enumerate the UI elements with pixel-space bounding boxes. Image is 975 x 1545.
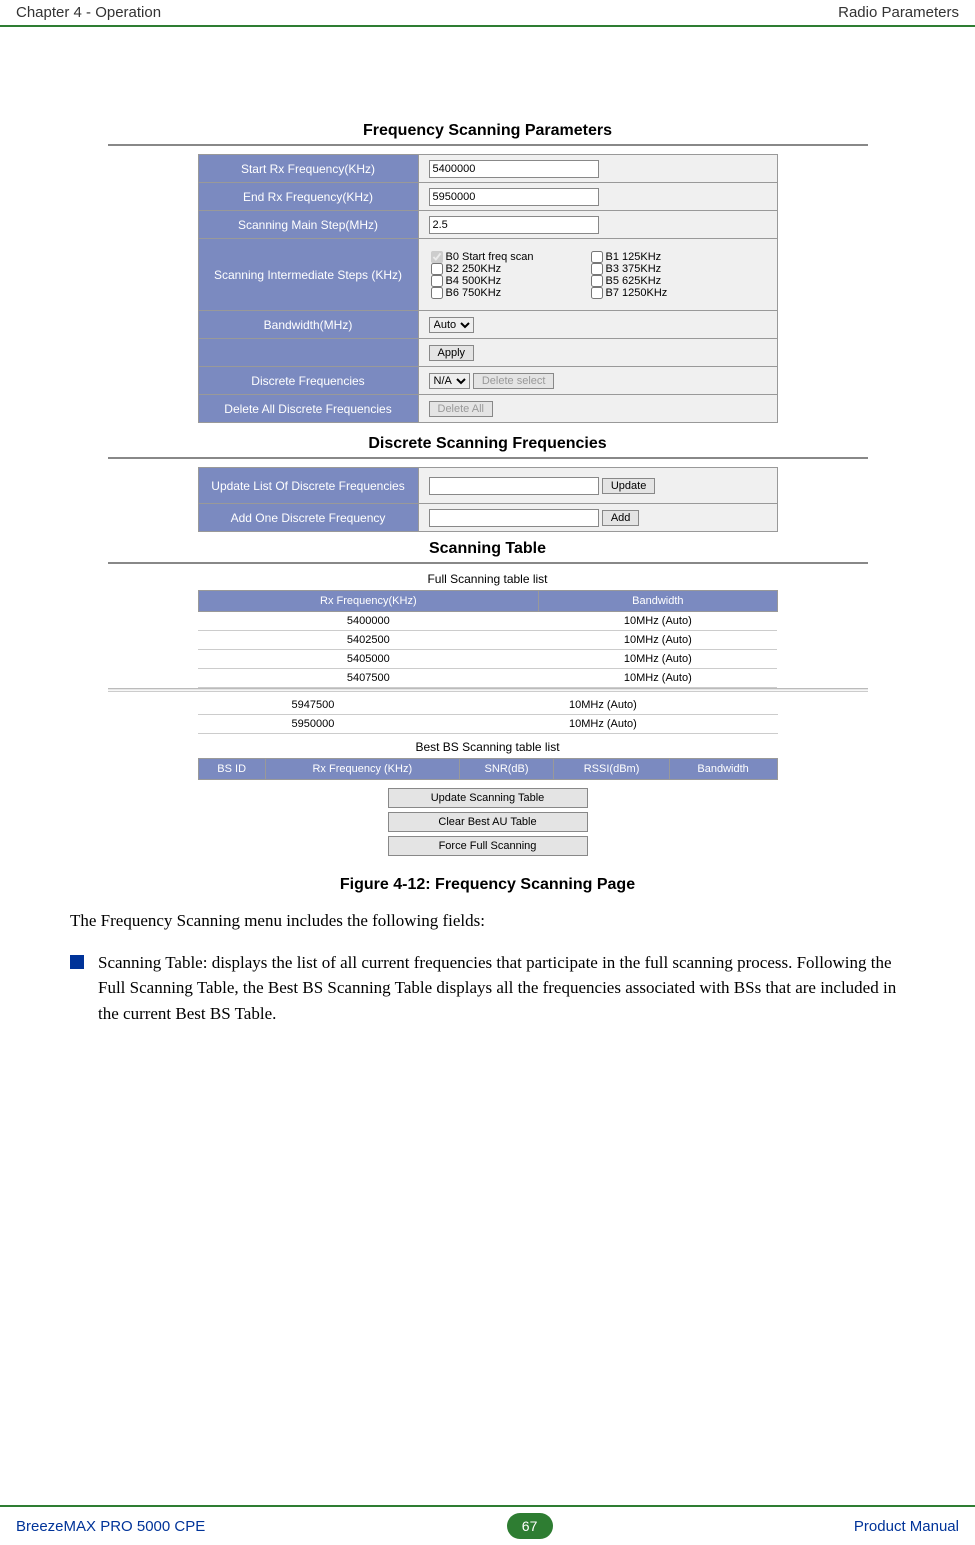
col-header: SNR(dB) [459,759,554,780]
checkbox-0[interactable]: B0 Start freq scan [431,251,591,263]
checkbox-6[interactable]: B6 750KHz [431,287,591,299]
delete-all-button[interactable] [429,401,493,417]
intro-paragraph: The Frequency Scanning menu includes the… [70,908,905,934]
checkbox-2[interactable]: B2 250KHz [431,263,591,275]
table-row: 540750010MHz (Auto) [198,669,777,688]
checkbox-4[interactable]: B4 500KHz [431,275,591,287]
page-number: 67 [507,1513,553,1539]
full-scan-caption: Full Scanning table list [108,572,868,586]
col-header: Rx Frequency (KHz) [265,759,459,780]
divider [108,144,868,146]
figure-caption: Figure 4-12: Frequency Scanning Page [0,876,975,894]
action-buttons [108,786,868,858]
label-start-rx: Start Rx Frequency(KHz) [198,155,418,183]
update-button[interactable] [602,478,655,494]
scroll-divider [108,688,868,692]
full-scan-table-cont: 594750010MHz (Auto)595000010MHz (Auto) [198,696,778,734]
input-main-step[interactable] [429,216,599,234]
input-start-rx[interactable] [429,160,599,178]
int-steps-checkbox-grid: B0 Start freq scan B1 125KHz B2 250KHz B… [429,247,777,303]
select-discrete[interactable]: N/A [429,373,470,389]
col-header: Bandwidth [669,759,777,780]
section-title-freq-params: Frequency Scanning Parameters [108,122,868,140]
force-full-scan-button[interactable] [388,836,588,856]
footer-right: Product Manual [854,1518,959,1535]
add-button[interactable] [602,510,640,526]
header-left: Chapter 4 - Operation [16,4,161,21]
apply-button[interactable] [429,345,475,361]
full-scan-table: Rx Frequency(KHz)Bandwidth 540000010MHz … [198,590,778,688]
input-update-list[interactable] [429,477,599,495]
page-footer: BreezeMAX PRO 5000 CPE 67 Product Manual [0,1505,975,1545]
delete-select-button[interactable] [473,373,555,389]
table-row: 594750010MHz (Auto) [198,696,778,715]
table-row: 595000010MHz (Auto) [198,715,778,734]
select-bandwidth[interactable]: Auto [429,317,474,333]
bullet-marker-icon [70,955,84,969]
label-bandwidth: Bandwidth(MHz) [198,311,418,339]
section-title-scan-table: Scanning Table [108,540,868,558]
embedded-screenshot: Frequency Scanning Parameters Start Rx F… [108,122,868,858]
section-title-discrete: Discrete Scanning Frequencies [108,435,868,453]
table-row: 540500010MHz (Auto) [198,650,777,669]
table-row: 540250010MHz (Auto) [198,631,777,650]
spacer-cell [198,339,418,367]
label-add-one: Add One Discrete Frequency [198,504,418,532]
bullet-item: Scanning Table: displays the list of all… [70,950,905,1027]
checkbox-7[interactable]: B7 1250KHz [591,287,731,299]
col-header: Bandwidth [539,591,777,612]
col-header: BS ID [198,759,265,780]
footer-left: BreezeMAX PRO 5000 CPE [16,1518,205,1535]
input-add-one[interactable] [429,509,599,527]
header-right: Radio Parameters [838,4,959,21]
checkbox-1[interactable]: B1 125KHz [591,251,731,263]
label-end-rx: End Rx Frequency(KHz) [198,183,418,211]
input-end-rx[interactable] [429,188,599,206]
checkbox-3[interactable]: B3 375KHz [591,263,731,275]
label-int-steps: Scanning Intermediate Steps (KHz) [198,239,418,311]
bullet-text: Scanning Table: displays the list of all… [98,950,905,1027]
table-row: 540000010MHz (Auto) [198,612,777,631]
label-main-step: Scanning Main Step(MHz) [198,211,418,239]
label-update-list: Update List Of Discrete Frequencies [198,468,418,504]
divider [108,457,868,459]
label-discrete-freq: Discrete Frequencies [198,367,418,395]
freq-params-table: Start Rx Frequency(KHz) End Rx Frequency… [198,154,778,423]
body-text: The Frequency Scanning menu includes the… [0,908,975,1026]
divider [108,562,868,564]
label-delete-all: Delete All Discrete Frequencies [198,395,418,423]
checkbox-5[interactable]: B5 625KHz [591,275,731,287]
page-header: Chapter 4 - Operation Radio Parameters [0,0,975,27]
col-header: Rx Frequency(KHz) [198,591,539,612]
bs-scan-caption: Best BS Scanning table list [108,740,868,754]
bs-scan-table: BS IDRx Frequency (KHz)SNR(dB)RSSI(dBm)B… [198,758,778,780]
col-header: RSSI(dBm) [554,759,669,780]
clear-best-au-button[interactable] [388,812,588,832]
discrete-table: Update List Of Discrete Frequencies Add … [198,467,778,532]
page-content: Frequency Scanning Parameters Start Rx F… [0,27,975,1026]
update-scan-table-button[interactable] [388,788,588,808]
